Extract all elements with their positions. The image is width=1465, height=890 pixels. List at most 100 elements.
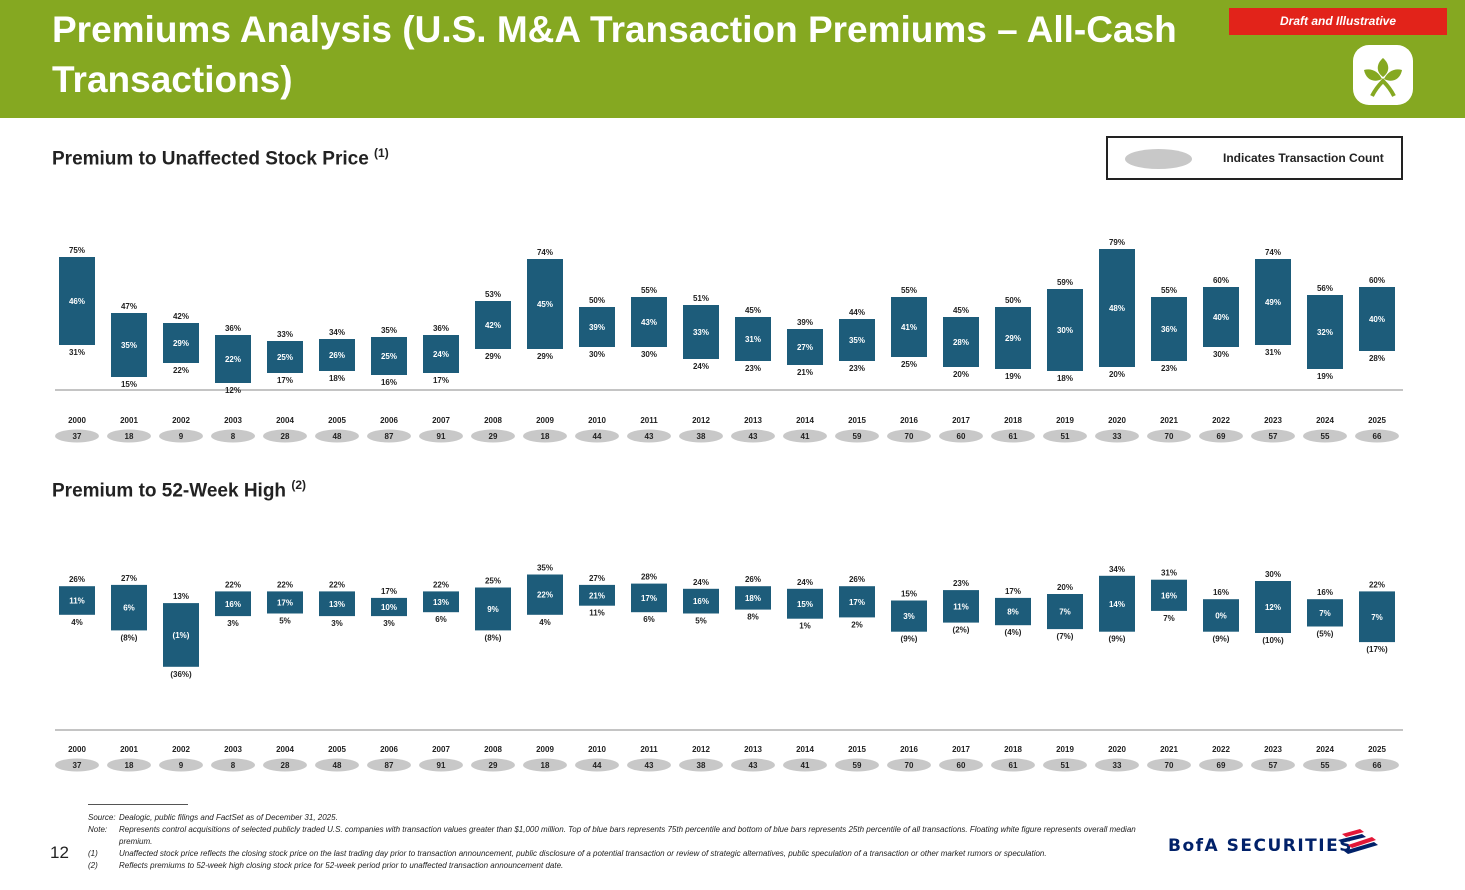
label-75th: 74% bbox=[537, 248, 553, 257]
label-median: 26% bbox=[329, 351, 345, 360]
bar-range bbox=[163, 603, 199, 667]
tick-label-year: 2023 bbox=[1264, 416, 1282, 425]
label-median: 28% bbox=[953, 338, 969, 347]
count-oval bbox=[627, 429, 671, 443]
label-median: 14% bbox=[1109, 600, 1125, 609]
label-25th: (10%) bbox=[1262, 636, 1284, 645]
label-transaction-count: 38 bbox=[697, 761, 706, 770]
count-oval bbox=[1251, 429, 1295, 443]
label-75th: 55% bbox=[641, 286, 657, 295]
bar-range bbox=[787, 329, 823, 365]
label-75th: 34% bbox=[1109, 565, 1125, 574]
label-transaction-count: 43 bbox=[749, 432, 758, 441]
label-25th: 18% bbox=[329, 374, 345, 383]
tick-label-year: 2004 bbox=[276, 416, 294, 425]
label-25th: 23% bbox=[1161, 364, 1177, 373]
label-75th: 36% bbox=[433, 324, 449, 333]
label-median: 11% bbox=[953, 602, 969, 611]
label-transaction-count: 51 bbox=[1061, 761, 1070, 770]
label-25th: 30% bbox=[641, 350, 657, 359]
bar-range bbox=[527, 574, 563, 615]
draft-badge: Draft and Illustrative bbox=[1229, 8, 1447, 35]
label-75th: 75% bbox=[69, 246, 85, 255]
label-75th: 22% bbox=[277, 580, 293, 589]
label-transaction-count: 33 bbox=[1113, 432, 1122, 441]
label-median: 43% bbox=[641, 318, 657, 327]
count-oval bbox=[939, 429, 983, 443]
bar-range bbox=[1203, 287, 1239, 347]
tick-label-year: 2025 bbox=[1368, 745, 1386, 754]
bar-range bbox=[1047, 289, 1083, 371]
tick-label-year: 2021 bbox=[1160, 745, 1178, 754]
tick-label-year: 2020 bbox=[1108, 745, 1126, 754]
label-75th: 60% bbox=[1213, 276, 1229, 285]
count-oval bbox=[1355, 758, 1399, 772]
label-75th: 36% bbox=[225, 324, 241, 333]
count-oval bbox=[471, 758, 515, 772]
label-median: 8% bbox=[1007, 608, 1019, 617]
count-oval bbox=[939, 758, 983, 772]
label-75th: 17% bbox=[1005, 587, 1021, 596]
bar-range bbox=[1255, 259, 1291, 345]
label-median: 3% bbox=[903, 612, 915, 621]
bar-range bbox=[735, 586, 771, 610]
bar-range bbox=[1099, 575, 1135, 632]
label-25th: 18% bbox=[1057, 374, 1073, 383]
tick-label-year: 2012 bbox=[692, 416, 710, 425]
tick-label-year: 2018 bbox=[1004, 416, 1022, 425]
bar-range bbox=[59, 586, 95, 615]
label-median: 12% bbox=[1265, 603, 1281, 612]
count-oval bbox=[1303, 429, 1347, 443]
label-75th: 44% bbox=[849, 308, 865, 317]
tick-label-year: 2010 bbox=[588, 416, 606, 425]
label-25th: 7% bbox=[1163, 614, 1175, 623]
chart1-title: Premium to Unaffected Stock Price (1) bbox=[52, 146, 389, 170]
label-25th: 28% bbox=[1369, 354, 1385, 363]
bar-range bbox=[579, 584, 615, 606]
bar-range bbox=[423, 335, 459, 373]
label-25th: (9%) bbox=[1109, 635, 1126, 644]
label-75th: 51% bbox=[693, 294, 709, 303]
footnote-source: Source: Dealogic, public filings and Fact… bbox=[88, 813, 338, 822]
label-transaction-count: 66 bbox=[1373, 432, 1382, 441]
label-transaction-count: 37 bbox=[73, 761, 82, 770]
tick-label-year: 2002 bbox=[172, 745, 190, 754]
footnote-1: (1) Unaffected stock price reflects the c… bbox=[88, 849, 1047, 858]
count-oval bbox=[419, 429, 463, 443]
bar-range bbox=[475, 301, 511, 349]
label-transaction-count: 55 bbox=[1321, 432, 1330, 441]
label-75th: 79% bbox=[1109, 238, 1125, 247]
label-transaction-count: 44 bbox=[593, 761, 602, 770]
count-oval bbox=[1095, 758, 1139, 772]
tick-label-year: 2019 bbox=[1056, 745, 1074, 754]
label-median: 48% bbox=[1109, 304, 1125, 313]
label-75th: 22% bbox=[433, 580, 449, 589]
tick-label-year: 2009 bbox=[536, 416, 554, 425]
bar-range bbox=[319, 591, 355, 617]
count-oval bbox=[575, 429, 619, 443]
label-transaction-count: 18 bbox=[541, 761, 550, 770]
bar-range bbox=[1255, 581, 1291, 633]
label-25th: 29% bbox=[485, 352, 501, 361]
label-75th: 59% bbox=[1057, 278, 1073, 287]
bar-range bbox=[1099, 249, 1135, 367]
label-75th: 24% bbox=[797, 578, 813, 587]
label-median: 16% bbox=[693, 597, 709, 606]
count-oval bbox=[1043, 758, 1087, 772]
label-median: 35% bbox=[121, 341, 137, 350]
header-bar: Premiums Analysis (U.S. M&A Transaction … bbox=[0, 0, 1465, 118]
label-75th: 35% bbox=[381, 326, 397, 335]
tick-label-year: 2011 bbox=[640, 416, 658, 425]
label-75th: 27% bbox=[121, 574, 137, 583]
label-transaction-count: 61 bbox=[1009, 761, 1018, 770]
bar-range bbox=[215, 591, 251, 617]
tick-label-year: 2010 bbox=[588, 745, 606, 754]
tick-label-year: 2005 bbox=[328, 745, 346, 754]
label-transaction-count: 29 bbox=[489, 432, 498, 441]
label-25th: 17% bbox=[277, 376, 293, 385]
label-transaction-count: 41 bbox=[801, 761, 810, 770]
label-75th: 31% bbox=[1161, 569, 1177, 578]
label-transaction-count: 60 bbox=[957, 761, 966, 770]
label-75th: 56% bbox=[1317, 284, 1333, 293]
tick-label-year: 2007 bbox=[432, 416, 450, 425]
